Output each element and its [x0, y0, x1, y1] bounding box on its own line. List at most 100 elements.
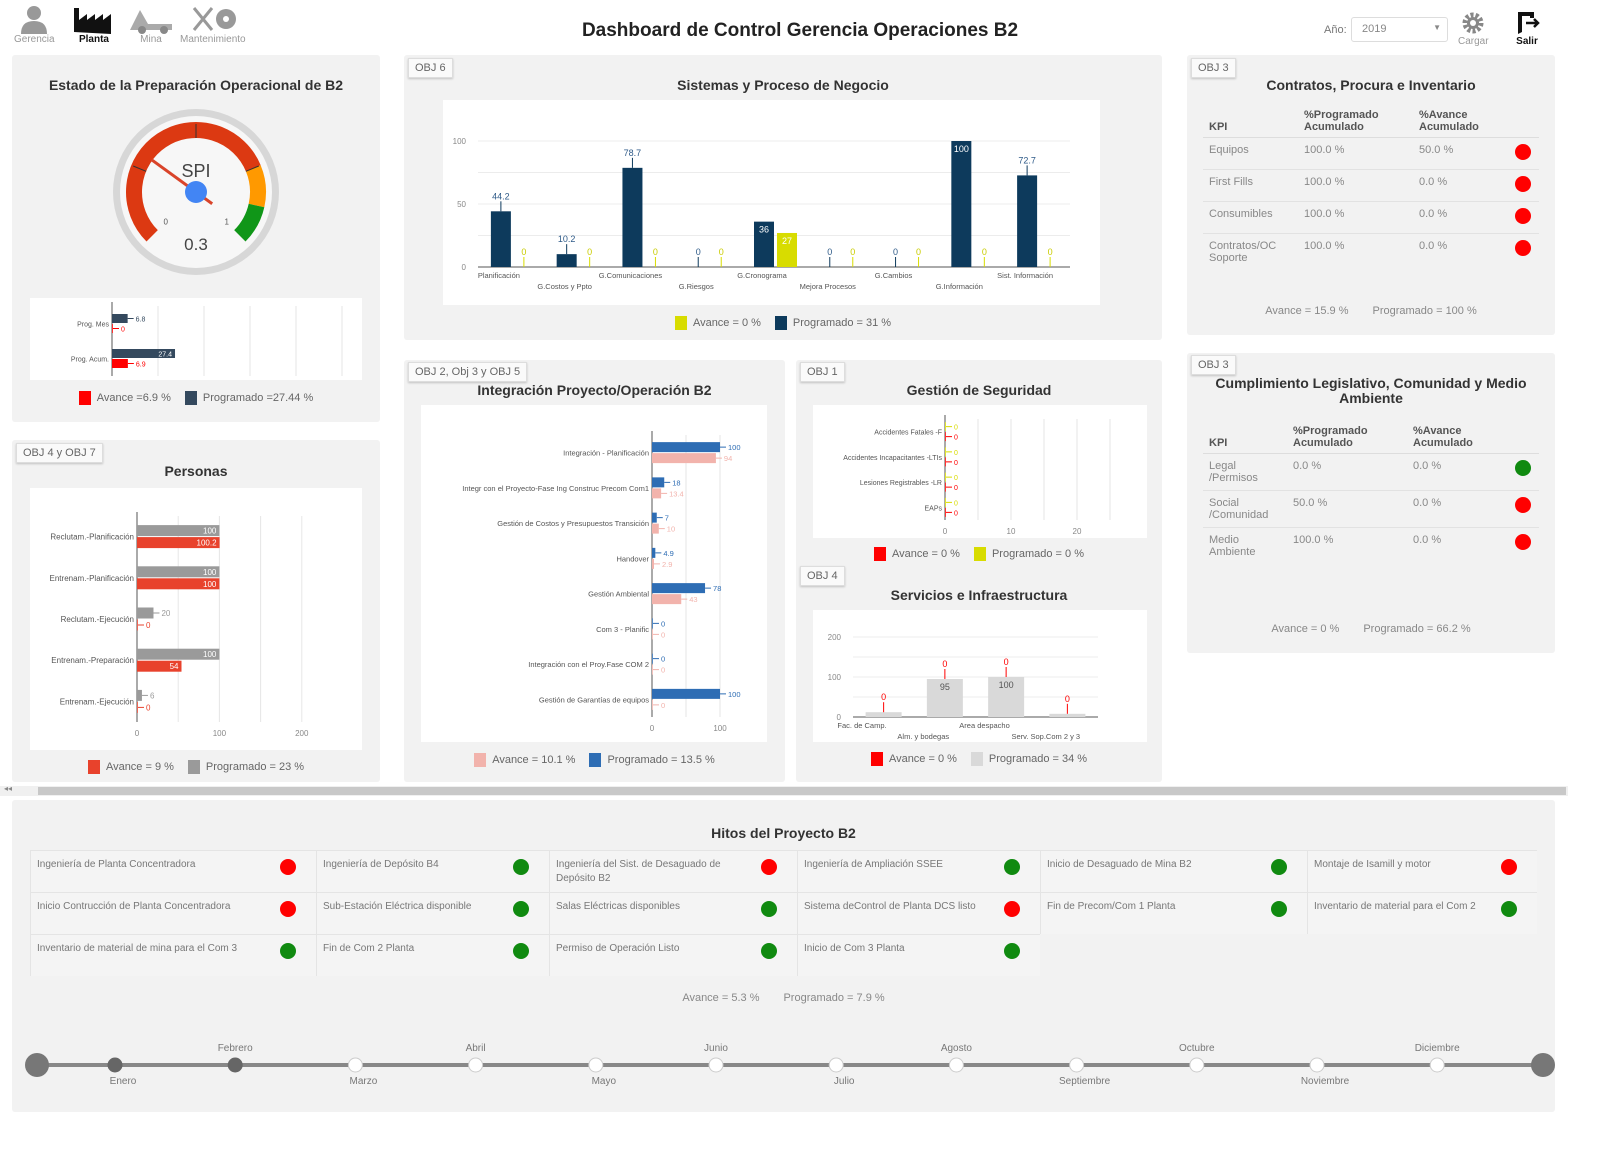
legend-swatch-avance — [87, 760, 100, 774]
category-label: Lesiones Registrables -LR — [860, 480, 942, 487]
category-label: Fac. de Camp. — [837, 721, 886, 730]
year-value: 2019 — [1362, 23, 1387, 35]
horizontal-scrollbar[interactable]: ◂◂ — [0, 784, 1568, 796]
bar-programado — [112, 314, 128, 323]
hitos-grid: Ingeniería de Planta Concentradora Ingeni… — [30, 850, 1537, 976]
category-label: Gestión de Costos y Presupuestos Transic… — [497, 519, 649, 528]
nav-gerencia[interactable]: Gerencia — [14, 4, 55, 45]
legend-avance: Avance = 0 % — [888, 752, 957, 765]
milestone-label: Ingeniería de Depósito B4 — [323, 859, 439, 870]
milestone-label: Inicio de Desaguado de Mina B2 — [1047, 859, 1192, 870]
y-tick-label: 50 — [457, 200, 466, 209]
data-label: 0 — [719, 247, 724, 257]
status-indicator — [280, 943, 296, 959]
data-label: 0 — [942, 659, 947, 669]
table-row: Medio Ambiente 100.0 % 0.0 % — [1203, 528, 1539, 565]
gauge-band-orange — [245, 165, 266, 208]
cumplimiento-table: KPI %Programado Acumulado %Avance Acumul… — [1203, 421, 1539, 564]
programado-cell: 50.0 % — [1287, 490, 1407, 528]
bar-programado — [112, 349, 176, 358]
bar-programado — [754, 221, 774, 267]
milestone-label: Inicio Contrucción de Planta Concentrado… — [37, 901, 231, 912]
category-label: Entrenam.-Ejecución — [60, 697, 134, 706]
contratos-panel: OBJ 3 Contratos, Procura e Inventario KP… — [1187, 55, 1555, 335]
data-label: 27.4 — [158, 352, 172, 359]
kpi-cell: First Fills — [1203, 169, 1298, 202]
bar-avance — [777, 232, 797, 267]
nav-planta[interactable]: Planta — [72, 4, 116, 45]
month-label: Enero — [110, 1076, 137, 1087]
status-indicator — [513, 943, 529, 959]
seguridad-title: Gestión de Seguridad — [906, 382, 1052, 398]
data-label: 0 — [1004, 657, 1009, 667]
gauge-max-label: 1 — [225, 218, 230, 227]
scrollbar-thumb[interactable] — [38, 787, 1566, 795]
col-kpi: KPI — [1203, 421, 1287, 454]
bar-programado — [865, 712, 902, 717]
hitos-summary: Avance = 5.3 % Programado = 7.9 % — [12, 992, 1555, 1004]
sistemas-panel: OBJ 6 Sistemas y Proceso de Negocio 0 50 1… — [404, 55, 1162, 340]
y-tick-label: 0 — [462, 263, 467, 272]
table-row: Contratos/OC Soporte 100.0 % 0.0 % — [1203, 234, 1539, 271]
month-label: Mayo — [592, 1076, 617, 1087]
avance-cell: 0.0 % — [1419, 240, 1448, 252]
data-label: 100 — [203, 568, 217, 577]
obj-tag: OBJ 4 y OBJ 7 — [16, 443, 103, 463]
programado-cell: 100.0 % — [1298, 169, 1413, 202]
category-label: G.Riesgos — [679, 282, 714, 291]
exit-button[interactable]: Salir — [1514, 10, 1540, 47]
kpi-cell: Equipos — [1203, 137, 1298, 170]
load-button[interactable]: Cargar — [1458, 10, 1489, 47]
milestone-label: Permiso de Operación Listo — [556, 943, 680, 954]
bar-programado — [137, 689, 142, 701]
legend-programado: Programado = 0 % — [991, 547, 1084, 560]
personas-legend: Avance = 9 % Programado = 23 % — [12, 760, 380, 774]
milestone-label: Ingeniería de Planta Concentradora — [37, 859, 196, 870]
tools-icon — [192, 7, 236, 31]
month-marker — [107, 1057, 123, 1073]
status-indicator — [1515, 240, 1531, 256]
category-label: Entrenam.-Planificación — [50, 574, 134, 583]
bar-programado — [945, 422, 946, 432]
legend-swatch-programado — [973, 547, 986, 561]
nav-label: Planta — [78, 34, 109, 45]
month-timeline: Enero Febrero Marzo Abril Mayo Junio Julio Agos… — [25, 1043, 1555, 1087]
month-label: Noviembre — [1301, 1076, 1350, 1087]
integracion-legend: Avance = 10.1 % Programado = 13.5 % — [404, 753, 785, 767]
nav-mina[interactable]: Mina — [128, 4, 174, 45]
milestone-item: Inventario de material de mina para el C… — [30, 934, 316, 976]
bar-programado — [652, 547, 656, 558]
kpi-cell: Medio Ambiente — [1209, 534, 1256, 558]
nav-mantenimiento[interactable]: Mantenimiento — [180, 4, 246, 45]
data-label: 10.2 — [558, 234, 576, 244]
bar-avance — [137, 578, 220, 590]
data-label: 0 — [982, 247, 987, 257]
bar-programado — [988, 677, 1025, 717]
month-marker — [347, 1057, 363, 1073]
milestone-item: Ingeniería de Ampliación SSEE — [797, 850, 1040, 892]
data-label: 100 — [203, 650, 217, 659]
data-label: 100 — [203, 580, 217, 589]
bar-avance — [652, 488, 662, 499]
estado-legend: Avance =6.9 % Programado =27.44 % — [12, 391, 380, 405]
gauge-band-green — [233, 203, 265, 242]
data-label: 0 — [146, 621, 151, 630]
contratos-table: KPI %Programado Acumulado %Avance Acumul… — [1203, 105, 1539, 270]
data-label: 0 — [954, 500, 958, 507]
year-select[interactable]: 2019 ▼ — [1351, 17, 1448, 42]
exit-door-icon — [1518, 12, 1540, 34]
month-label: Junio — [704, 1043, 728, 1054]
data-label: 10 — [667, 525, 675, 534]
milestone-item: Sistema deControl de Planta DCS listo — [797, 892, 1040, 934]
category-label: Accidentes Fatales -F — [874, 430, 942, 437]
data-label: 0 — [916, 247, 921, 257]
kpi-cell: Consumibles — [1203, 201, 1298, 234]
month-label: Octubre — [1179, 1043, 1215, 1054]
milestone-item: Sub-Estación Eléctrica disponible — [316, 892, 549, 934]
scroll-left-icon[interactable]: ◂◂ — [4, 784, 13, 793]
category-label: G.Cambios — [875, 271, 913, 280]
legend-programado: Programado = 23 % — [205, 760, 305, 773]
status-indicator — [1501, 859, 1517, 875]
